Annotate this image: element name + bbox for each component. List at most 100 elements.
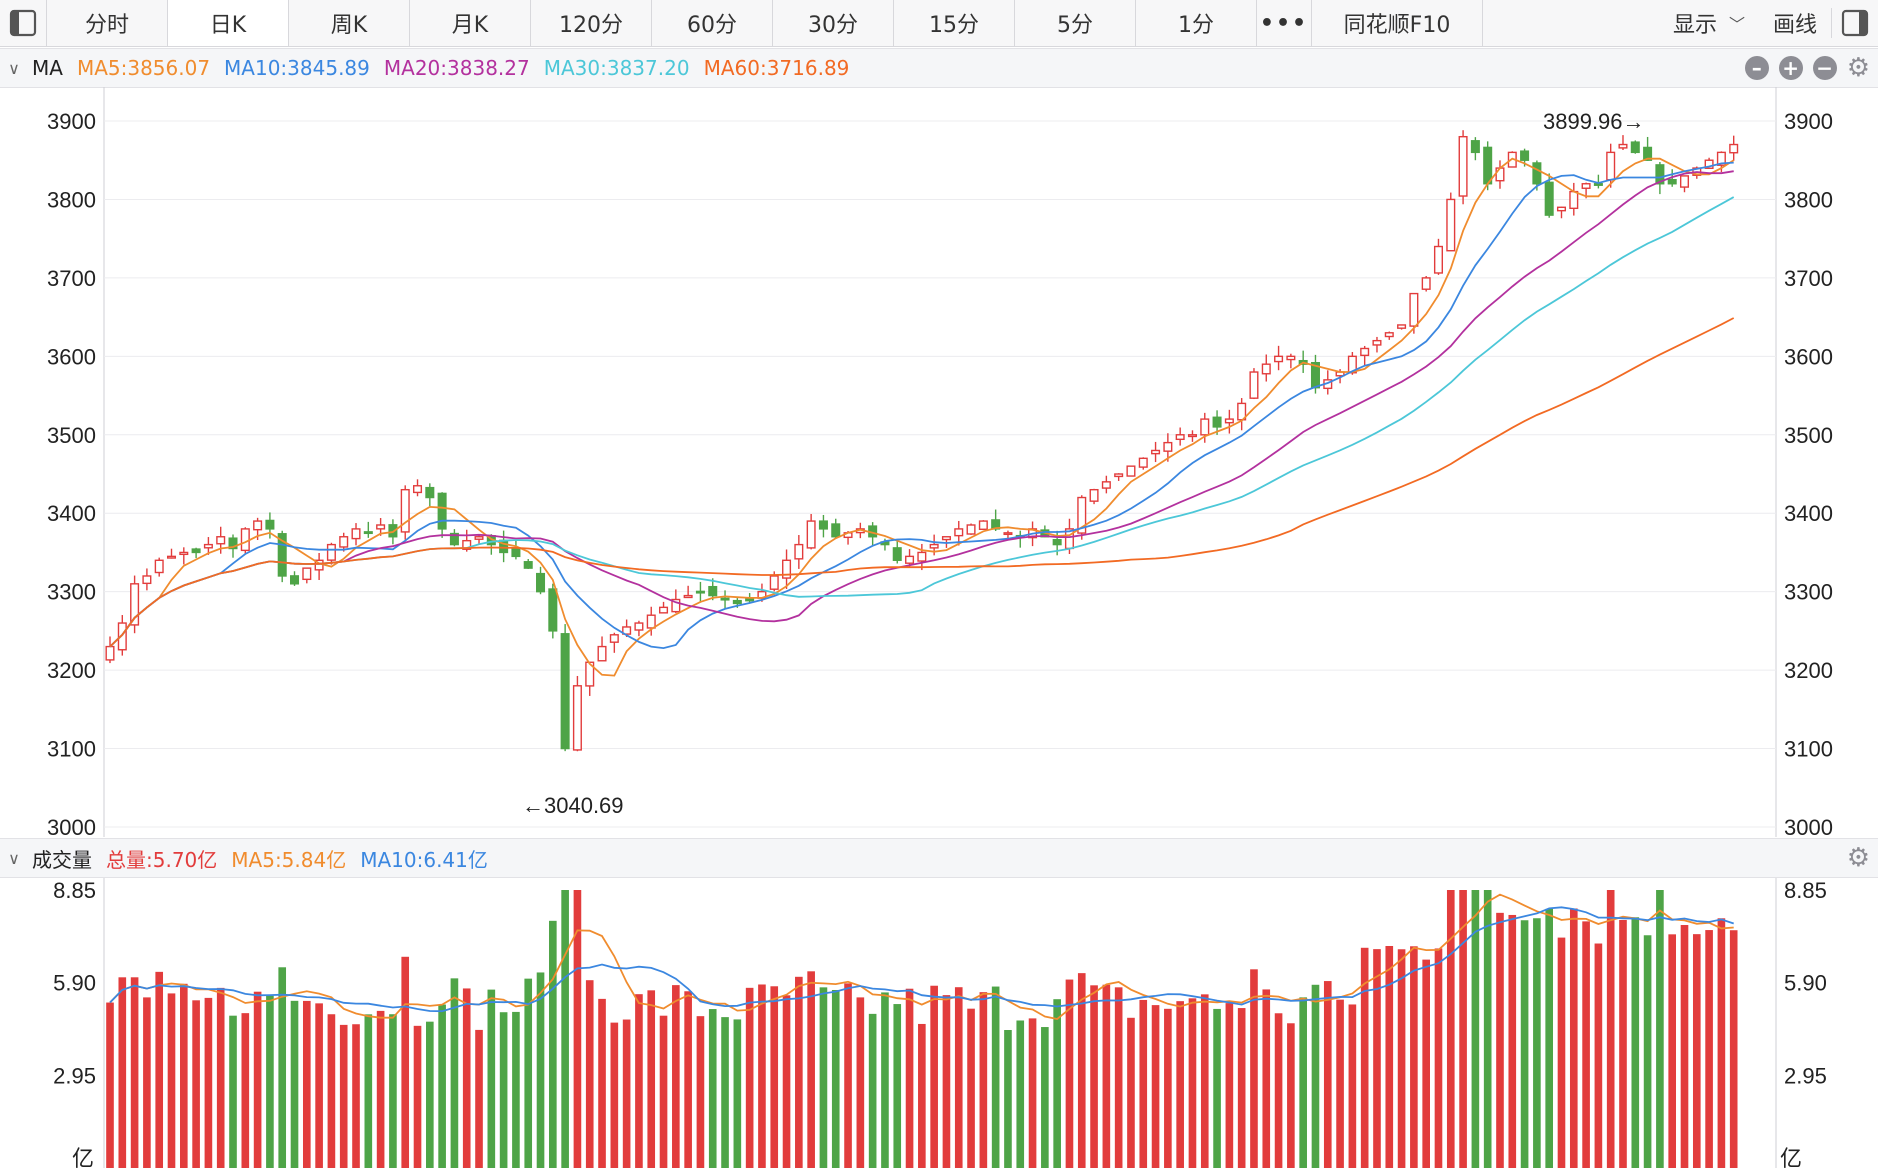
volume-bar bbox=[401, 956, 410, 1168]
volume-bar bbox=[302, 1000, 311, 1168]
volume-tick-right: 2.95 bbox=[1784, 1063, 1827, 1088]
candle bbox=[154, 559, 164, 574]
candle bbox=[1360, 347, 1370, 357]
candle bbox=[1470, 140, 1480, 154]
volume-bar bbox=[389, 1014, 397, 1168]
candle bbox=[179, 551, 189, 556]
tab-5min[interactable]: 5分 bbox=[1015, 0, 1136, 46]
f10-button[interactable]: 同花顺F10 bbox=[1312, 0, 1483, 46]
volume-bar bbox=[1557, 937, 1566, 1168]
volume-bar bbox=[1692, 934, 1701, 1168]
candle bbox=[1151, 449, 1161, 455]
tab-1min[interactable]: 1分 bbox=[1136, 0, 1257, 46]
candle bbox=[1274, 355, 1284, 363]
volume-bar bbox=[549, 920, 557, 1168]
tab-15min[interactable]: 15分 bbox=[894, 0, 1015, 46]
tab-timeshare[interactable]: 分时 bbox=[47, 0, 168, 46]
candle bbox=[941, 536, 951, 541]
price-chart[interactable]: 3900 3900 3800 3800 3700 3700 3600 3600 3500 3500… bbox=[0, 87, 1878, 837]
gear-icon[interactable]: ⚙ bbox=[1846, 843, 1870, 873]
volume-bar bbox=[1385, 945, 1394, 1168]
plus-circle-icon[interactable]: + bbox=[1778, 56, 1803, 80]
candle bbox=[1101, 481, 1111, 489]
volume-bar bbox=[426, 1021, 434, 1168]
gear-icon[interactable]: ⚙ bbox=[1846, 53, 1870, 83]
minus-circle-icon[interactable]: – bbox=[1744, 56, 1769, 80]
candle bbox=[277, 533, 287, 577]
volume-bar bbox=[868, 1013, 877, 1168]
candle bbox=[1716, 151, 1726, 166]
candle bbox=[1384, 332, 1394, 338]
tab-60min[interactable]: 60分 bbox=[652, 0, 773, 46]
candle bbox=[794, 543, 804, 560]
volume-bar bbox=[1065, 979, 1074, 1168]
candle bbox=[1126, 465, 1136, 477]
tab-30min[interactable]: 30分 bbox=[773, 0, 894, 46]
volume-bar bbox=[1397, 949, 1406, 1168]
tab-monthly-k[interactable]: 月K bbox=[410, 0, 531, 46]
candle bbox=[130, 583, 140, 626]
y-tick-right: 3000 bbox=[1784, 815, 1833, 837]
candle bbox=[720, 597, 730, 601]
volume-unit-right: 亿 bbox=[1780, 1146, 1802, 1168]
tab-daily-k[interactable]: 日K bbox=[168, 0, 289, 46]
volume-tick-left: 8.85 bbox=[53, 878, 96, 903]
sidebar-toggle-icon[interactable] bbox=[0, 0, 47, 46]
volume-bar bbox=[1151, 1005, 1160, 1168]
tab-weekly-k[interactable]: 周K bbox=[289, 0, 410, 46]
candle bbox=[831, 523, 841, 538]
volume-bar bbox=[315, 1003, 323, 1168]
candle bbox=[1089, 488, 1099, 502]
volume-bar bbox=[1533, 918, 1541, 1168]
candle bbox=[695, 590, 705, 594]
volume-bar bbox=[1176, 1001, 1184, 1168]
candle bbox=[437, 492, 447, 530]
volume-bar bbox=[376, 1010, 385, 1168]
volume-bar bbox=[708, 1009, 717, 1168]
candle bbox=[1679, 175, 1690, 188]
candle bbox=[1175, 434, 1185, 441]
candle bbox=[1433, 245, 1443, 274]
candle bbox=[1372, 339, 1382, 346]
volume-bar bbox=[167, 993, 176, 1168]
volume-bar bbox=[831, 989, 840, 1168]
volume-bar bbox=[1348, 1004, 1357, 1168]
volume-bar bbox=[1250, 969, 1258, 1168]
volume-bar bbox=[1028, 1018, 1037, 1168]
draw-line-button[interactable]: 画线 bbox=[1772, 13, 1817, 38]
y-tick-left: 3400 bbox=[47, 501, 96, 526]
volume-bar bbox=[1213, 1008, 1221, 1168]
volume-bar bbox=[1619, 919, 1627, 1168]
candle bbox=[1224, 418, 1234, 424]
remove-circle-icon[interactable]: − bbox=[1812, 56, 1837, 80]
collapse-chevron-icon[interactable]: ∨ bbox=[8, 848, 20, 868]
more-periods-button[interactable]: ••• bbox=[1257, 0, 1312, 46]
volume-bar bbox=[1274, 1013, 1283, 1168]
volume-bar bbox=[1471, 890, 1480, 1168]
candle bbox=[745, 598, 755, 602]
candle bbox=[1458, 135, 1468, 197]
candle bbox=[413, 485, 423, 494]
volume-bar bbox=[635, 994, 643, 1168]
candle bbox=[892, 547, 902, 561]
volume-bar bbox=[1520, 920, 1529, 1168]
candle bbox=[905, 555, 915, 564]
candle bbox=[782, 559, 792, 579]
candle bbox=[609, 634, 619, 643]
volume-bar bbox=[1360, 947, 1369, 1168]
volume-bar bbox=[241, 1013, 250, 1168]
volume-unit-left: 亿 bbox=[72, 1146, 94, 1168]
volume-bar bbox=[684, 991, 692, 1168]
candle bbox=[1200, 418, 1210, 436]
volume-ma5-line bbox=[109, 893, 1734, 1020]
collapse-chevron-icon[interactable]: ∨ bbox=[8, 58, 20, 78]
tab-120min[interactable]: 120分 bbox=[531, 0, 652, 46]
volume-bar bbox=[1631, 917, 1640, 1168]
volume-chart[interactable]: 8.85 8.85 5.90 5.90 2.95 2.95 亿 亿 bbox=[0, 878, 1878, 1168]
y-tick-right: 3800 bbox=[1784, 187, 1833, 212]
display-menu[interactable]: 显示 ﹀ bbox=[1659, 7, 1759, 39]
candle bbox=[1397, 324, 1407, 329]
volume-bar bbox=[696, 1016, 705, 1168]
volume-bar bbox=[290, 1000, 299, 1168]
right-panel-toggle-icon[interactable] bbox=[1831, 8, 1878, 38]
